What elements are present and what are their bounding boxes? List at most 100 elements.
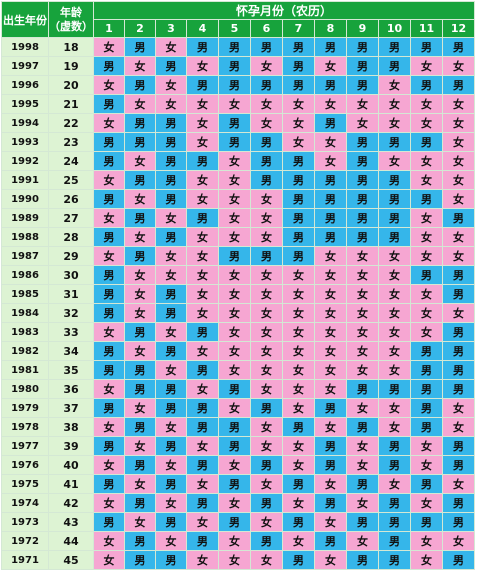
table-row: 1979 37 男女男男女男女男女女男女: [1, 398, 475, 418]
girl-cell: 女: [282, 493, 315, 513]
girl-cell: 女: [250, 208, 283, 228]
boy-cell: 男: [378, 189, 411, 209]
table-row: 1985 31 男女男女女女女女女女女男: [1, 284, 475, 304]
girl-cell: 女: [186, 170, 219, 190]
age-cell: 26: [48, 189, 94, 209]
girl-cell: 女: [250, 284, 283, 304]
girl-cell: 女: [155, 417, 187, 437]
girl-cell: 女: [314, 284, 347, 304]
girl-cell: 女: [218, 265, 251, 285]
month-header-2: 2: [124, 19, 156, 38]
boy-cell: 男: [155, 189, 187, 209]
boy-cell: 男: [410, 398, 443, 418]
girl-cell: 女: [282, 303, 315, 323]
boy-cell: 男: [378, 493, 411, 513]
table-row: 1992 24 男女男男女男男女男女女女: [1, 151, 475, 171]
month-header-8: 8: [314, 19, 347, 38]
girl-cell: 女: [250, 189, 283, 209]
boy-cell: 男: [378, 227, 411, 247]
boy-cell: 男: [410, 75, 443, 95]
boy-cell: 男: [314, 37, 347, 57]
girl-cell: 女: [124, 512, 156, 532]
girl-cell: 女: [378, 284, 411, 304]
age-cell: 44: [48, 531, 94, 551]
girl-cell: 女: [186, 474, 219, 494]
girl-cell: 女: [378, 322, 411, 342]
age-cell: 23: [48, 132, 94, 152]
boy-cell: 男: [282, 227, 315, 247]
month-header-9: 9: [346, 19, 379, 38]
age-cell: 30: [48, 265, 94, 285]
boy-cell: 男: [282, 246, 315, 266]
boy-cell: 男: [93, 284, 125, 304]
boy-cell: 男: [155, 170, 187, 190]
boy-cell: 男: [314, 227, 347, 247]
boy-cell: 男: [346, 417, 379, 437]
girl-cell: 女: [155, 94, 187, 114]
girl-cell: 女: [442, 94, 475, 114]
girl-cell: 女: [410, 170, 443, 190]
month-header-11: 11: [410, 19, 443, 38]
boy-cell: 男: [346, 37, 379, 57]
girl-cell: 女: [346, 436, 379, 456]
age-cell: 36: [48, 379, 94, 399]
boy-cell: 男: [218, 417, 251, 437]
girl-cell: 女: [218, 493, 251, 513]
birth-year-cell: 1986: [1, 265, 49, 285]
boy-cell: 男: [410, 132, 443, 152]
birth-year-cell: 1973: [1, 512, 49, 532]
girl-cell: 女: [155, 455, 187, 475]
boy-cell: 男: [410, 417, 443, 437]
girl-cell: 女: [346, 493, 379, 513]
boy-cell: 男: [314, 75, 347, 95]
birth-year-cell: 1976: [1, 455, 49, 475]
girl-cell: 女: [410, 322, 443, 342]
birth-year-cell: 1979: [1, 398, 49, 418]
boy-cell: 男: [93, 56, 125, 76]
girl-cell: 女: [282, 322, 315, 342]
boy-cell: 男: [378, 132, 411, 152]
table-row: 1981 35 男男女男女女女女女女男男: [1, 360, 475, 380]
boy-cell: 男: [282, 37, 315, 57]
girl-cell: 女: [93, 493, 125, 513]
boy-cell: 男: [124, 417, 156, 437]
girl-cell: 女: [346, 341, 379, 361]
age-cell: 19: [48, 56, 94, 76]
girl-cell: 女: [410, 550, 443, 570]
age-cell: 27: [48, 208, 94, 228]
table-row: 1988 28 男女男女女女男男男男女女: [1, 227, 475, 247]
boy-cell: 男: [186, 417, 219, 437]
girl-cell: 女: [218, 360, 251, 380]
girl-cell: 女: [186, 284, 219, 304]
boy-cell: 男: [378, 208, 411, 228]
girl-cell: 女: [155, 208, 187, 228]
girl-cell: 女: [282, 284, 315, 304]
girl-cell: 女: [282, 436, 315, 456]
girl-cell: 女: [378, 265, 411, 285]
boy-cell: 男: [378, 37, 411, 57]
boy-cell: 男: [346, 474, 379, 494]
girl-cell: 女: [378, 474, 411, 494]
girl-cell: 女: [93, 246, 125, 266]
boy-cell: 男: [346, 189, 379, 209]
girl-cell: 女: [314, 94, 347, 114]
girl-cell: 女: [218, 151, 251, 171]
boy-cell: 男: [186, 208, 219, 228]
girl-cell: 女: [346, 455, 379, 475]
boy-cell: 男: [250, 151, 283, 171]
girl-cell: 女: [314, 379, 347, 399]
boy-cell: 男: [186, 322, 219, 342]
girl-cell: 女: [155, 360, 187, 380]
table-row: 1974 42 女男女男女男女男女男女男: [1, 493, 475, 513]
girl-cell: 女: [218, 455, 251, 475]
girl-cell: 女: [314, 303, 347, 323]
girl-cell: 女: [442, 151, 475, 171]
boy-cell: 男: [442, 265, 475, 285]
girl-cell: 女: [250, 265, 283, 285]
boy-cell: 男: [442, 284, 475, 304]
girl-cell: 女: [186, 113, 219, 133]
boy-cell: 男: [186, 151, 219, 171]
girl-cell: 女: [218, 189, 251, 209]
boy-cell: 男: [93, 398, 125, 418]
